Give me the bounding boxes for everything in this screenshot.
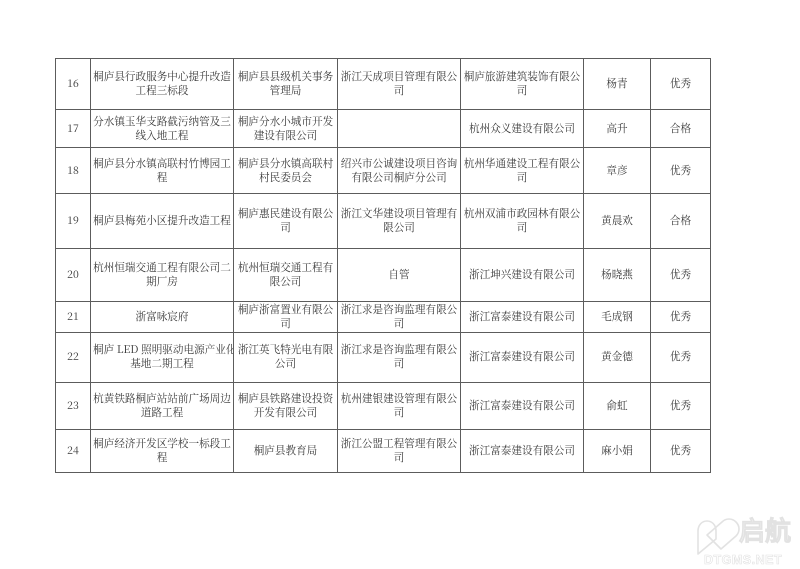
svg-text:启航: 启航 bbox=[739, 516, 791, 546]
svg-text:DTGMS.NET: DTGMS.NET bbox=[704, 553, 782, 567]
